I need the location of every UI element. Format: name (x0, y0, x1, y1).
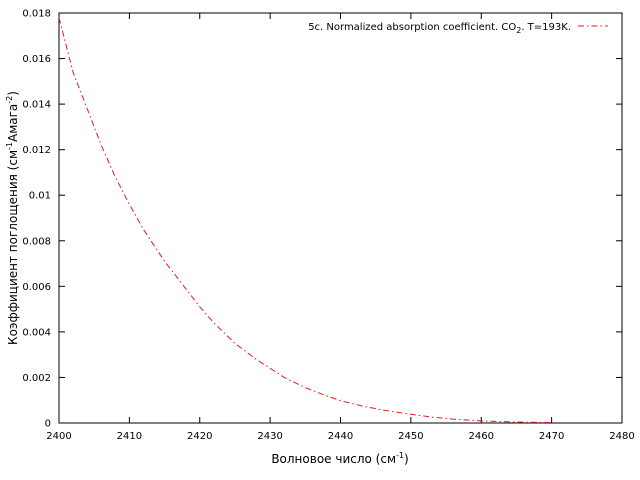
plot-frame (58, 12, 623, 424)
y-axis-title-main: Коэффициент поглощения (см (6, 150, 20, 345)
y-tick-label: 0.018 (22, 9, 51, 20)
series-layer (58, 17, 552, 423)
x-axis-title-sup: -1 (396, 451, 404, 460)
tick-labels: 2400 2410 2420 2430 2440 2450 2460 2470 2480 0 0.0… (22, 9, 634, 443)
legend-main: 5c. Normalized absorption coefficient. C… (308, 22, 516, 33)
x-tick-label: 2400 (46, 431, 71, 442)
y-axis-title: Коэффициент поглощения (см-1Амага-2) (5, 91, 20, 345)
x-tick-label: 2410 (117, 431, 142, 442)
y-axis-title-mid: Амага (6, 104, 20, 142)
x-axis-title: Волновое число (см-1) (271, 451, 408, 466)
y-tick-label: 0.012 (22, 145, 51, 156)
y-tick-label: 0.006 (22, 282, 51, 293)
y-tick-label: 0.004 (22, 327, 51, 338)
y-tick-label: 0.01 (29, 191, 51, 202)
y-axis-title-tail: ) (6, 91, 20, 96)
tick-marks (58, 12, 623, 424)
x-tick-label: 2440 (328, 431, 353, 442)
x-axis-title-tail: ) (404, 452, 409, 466)
y-tick-label: 0 (45, 419, 51, 430)
x-tick-label: 2430 (257, 431, 282, 442)
x-tick-label: 2480 (609, 431, 634, 442)
x-tick-label: 2450 (398, 431, 423, 442)
y-axis-title-sup1: -1 (5, 142, 14, 150)
x-axis-title-main: Волновое число (см (271, 452, 396, 466)
legend-subscript: 2 (516, 26, 521, 35)
legend-tail: . T=193K. (521, 22, 571, 33)
y-tick-label: 0.002 (22, 373, 51, 384)
y-tick-label: 0.016 (22, 54, 51, 65)
x-tick-label: 2460 (469, 431, 494, 442)
y-tick-label: 0.014 (22, 100, 51, 111)
y-axis-title-sup2: -2 (5, 96, 14, 104)
legend-label: 5c. Normalized absorption coefficient. C… (308, 22, 571, 35)
x-tick-label: 2470 (539, 431, 564, 442)
legend: 5c. Normalized absorption coefficient. C… (308, 22, 608, 35)
series-line (58, 17, 552, 423)
x-tick-label: 2420 (187, 431, 212, 442)
y-tick-label: 0.008 (22, 236, 51, 247)
